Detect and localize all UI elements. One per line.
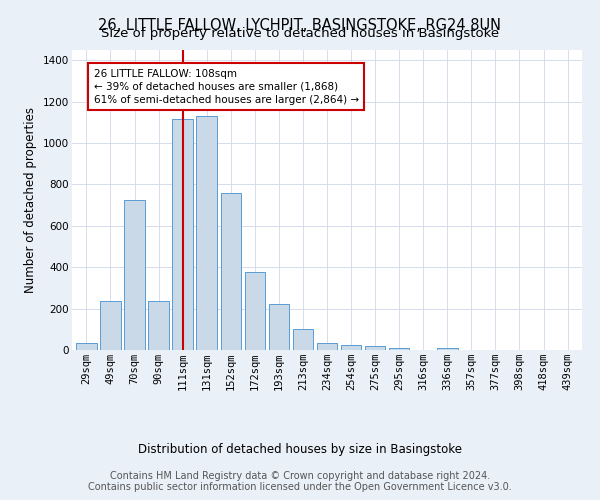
Bar bbox=[269, 304, 289, 350]
Text: 26 LITTLE FALLOW: 108sqm
← 39% of detached houses are smaller (1,868)
61% of sem: 26 LITTLE FALLOW: 108sqm ← 39% of detach… bbox=[94, 68, 359, 105]
Bar bbox=[100, 302, 121, 350]
Bar bbox=[124, 200, 145, 350]
Bar bbox=[245, 272, 265, 350]
Bar bbox=[148, 302, 169, 350]
Bar bbox=[389, 348, 409, 350]
Bar bbox=[172, 120, 193, 350]
Text: Distribution of detached houses by size in Basingstoke: Distribution of detached houses by size … bbox=[138, 442, 462, 456]
Bar bbox=[293, 330, 313, 350]
Bar bbox=[437, 348, 458, 350]
Bar bbox=[76, 343, 97, 350]
Y-axis label: Number of detached properties: Number of detached properties bbox=[25, 107, 37, 293]
Bar bbox=[196, 116, 217, 350]
Bar bbox=[341, 345, 361, 350]
Bar bbox=[221, 193, 241, 350]
Bar bbox=[317, 343, 337, 350]
Text: Size of property relative to detached houses in Basingstoke: Size of property relative to detached ho… bbox=[101, 28, 499, 40]
Text: 26, LITTLE FALLOW, LYCHPIT, BASINGSTOKE, RG24 8UN: 26, LITTLE FALLOW, LYCHPIT, BASINGSTOKE,… bbox=[98, 18, 502, 32]
Text: Contains HM Land Registry data © Crown copyright and database right 2024.
Contai: Contains HM Land Registry data © Crown c… bbox=[88, 471, 512, 492]
Bar bbox=[365, 346, 385, 350]
